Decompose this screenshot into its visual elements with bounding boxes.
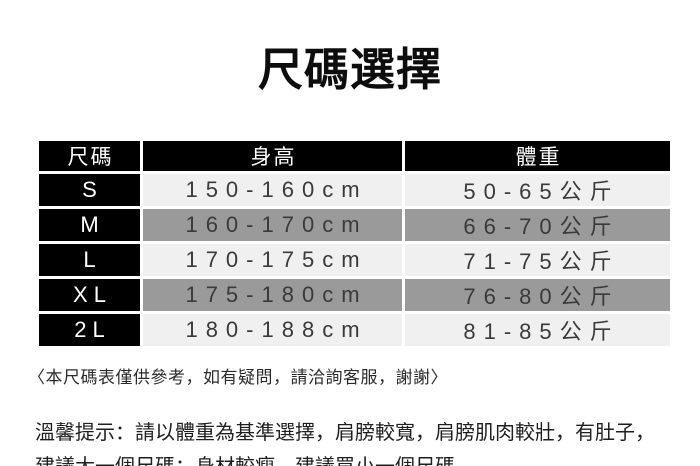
table-row: S 150-160cm 50-65公斤 (36, 171, 673, 209)
reminder-line-2: 建議大一個尺碼；身材較瘦，建議買小一個尺碼。 (35, 450, 700, 466)
size-cell: M (36, 206, 143, 244)
height-cell: 180-188cm (140, 311, 405, 349)
reminder-line-1: 溫馨提示：請以體重為基準選擇，肩膀較寬，肩膀肌肉較壯，有肚子， (35, 422, 655, 444)
height-cell: 170-175cm (140, 241, 405, 279)
table-row: M 160-170cm 66-70公斤 (36, 206, 673, 244)
size-cell: 2L (36, 311, 143, 349)
table-row: L 170-175cm 71-75公斤 (36, 241, 673, 279)
weight-cell: 66-70公斤 (402, 206, 673, 244)
weight-cell: 76-80公斤 (402, 276, 673, 314)
size-chart-table: 尺碼 身高 體重 S 150-160cm 50-65公斤 M 160-170cm… (36, 138, 673, 349)
size-cell: L (36, 241, 143, 279)
column-header-weight: 體重 (402, 138, 673, 174)
size-cell: XL (36, 276, 143, 314)
column-header-height: 身高 (140, 138, 405, 174)
column-header-size: 尺碼 (36, 138, 143, 174)
height-cell: 150-160cm (140, 171, 405, 209)
table-header-row: 尺碼 身高 體重 (36, 138, 673, 174)
reminder-text: 溫馨提示：請以體重為基準選擇，肩膀較寬，肩膀肌肉較壯，有肚子， 建議大一個尺碼；… (35, 416, 700, 466)
disclaimer-note: 〈本尺碼表僅供參考，如有疑問，請洽詢客服，謝謝〉 (28, 368, 448, 387)
weight-cell: 50-65公斤 (402, 171, 673, 209)
weight-cell: 81-85公斤 (402, 311, 673, 349)
size-cell: S (36, 171, 143, 209)
height-cell: 160-170cm (140, 206, 405, 244)
height-cell: 175-180cm (140, 276, 405, 314)
weight-cell: 71-75公斤 (402, 241, 673, 279)
table-row: XL 175-180cm 76-80公斤 (36, 276, 673, 314)
table-row: 2L 180-188cm 81-85公斤 (36, 311, 673, 349)
page-title: 尺碼選擇 (257, 44, 442, 95)
